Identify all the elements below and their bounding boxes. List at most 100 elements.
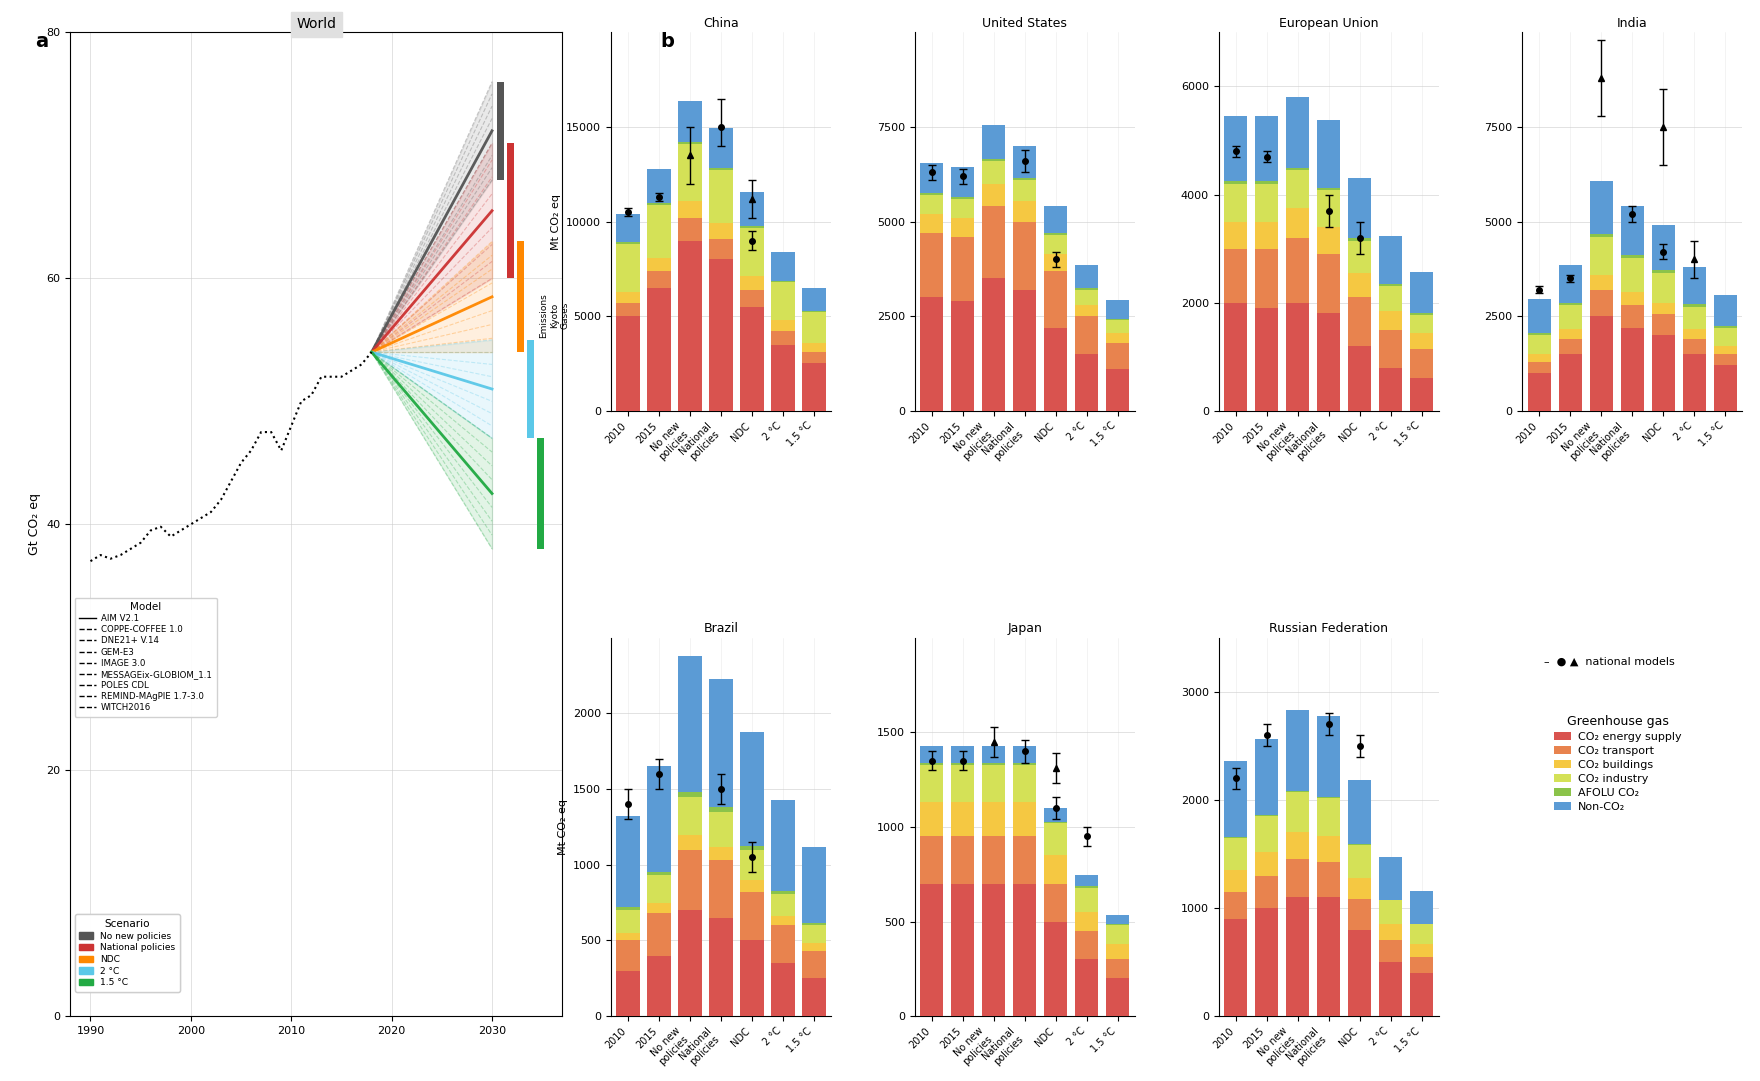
Bar xyxy=(982,746,1005,763)
Bar xyxy=(1589,233,1612,237)
Bar xyxy=(950,197,975,199)
Bar xyxy=(1223,116,1248,181)
Bar xyxy=(709,918,732,1016)
Bar xyxy=(1316,797,1339,798)
Bar xyxy=(1559,265,1582,303)
Bar xyxy=(1651,315,1676,335)
Bar xyxy=(1528,299,1551,333)
Bar xyxy=(616,816,639,907)
Bar xyxy=(1223,919,1248,1016)
Bar xyxy=(1651,335,1676,411)
Bar xyxy=(920,163,943,193)
Bar xyxy=(1410,973,1433,1016)
Bar xyxy=(741,940,764,1016)
Bar xyxy=(1014,746,1037,763)
Bar xyxy=(709,239,732,259)
Bar xyxy=(741,228,764,276)
Bar xyxy=(1348,178,1371,238)
Title: World: World xyxy=(296,17,336,31)
Bar xyxy=(1410,944,1433,957)
Bar xyxy=(1528,353,1551,361)
Bar xyxy=(1255,852,1278,876)
Bar xyxy=(1651,272,1676,303)
Bar xyxy=(982,884,1005,1016)
Text: b: b xyxy=(660,32,674,52)
Bar xyxy=(1044,824,1068,855)
Text: –  ● ▲  national models: – ● ▲ national models xyxy=(1544,656,1676,667)
Bar xyxy=(1380,330,1403,368)
Bar xyxy=(1107,299,1130,319)
Bar xyxy=(1714,353,1737,365)
Bar xyxy=(648,270,671,288)
Bar xyxy=(1044,206,1068,233)
Bar xyxy=(678,144,702,201)
Bar xyxy=(616,933,639,940)
Bar xyxy=(1348,899,1371,930)
Bar xyxy=(1714,328,1737,346)
Bar xyxy=(1014,179,1037,201)
Bar xyxy=(1014,290,1037,411)
Bar xyxy=(1223,870,1248,892)
Bar xyxy=(1559,330,1582,339)
Bar xyxy=(920,233,943,297)
Bar xyxy=(803,848,825,923)
Bar xyxy=(803,363,825,411)
Bar xyxy=(507,143,514,279)
Bar xyxy=(1410,315,1433,333)
Bar xyxy=(1255,908,1278,1016)
Bar xyxy=(648,903,671,913)
Bar xyxy=(1107,343,1130,369)
Bar xyxy=(1714,365,1737,411)
Bar xyxy=(771,282,796,320)
Bar xyxy=(616,910,639,933)
Bar xyxy=(1014,146,1037,178)
Bar xyxy=(1014,837,1037,884)
Bar xyxy=(648,913,671,956)
Bar xyxy=(1014,222,1037,290)
Bar xyxy=(1287,792,1309,832)
Text: a: a xyxy=(35,32,48,52)
Bar xyxy=(741,307,764,411)
Bar xyxy=(678,850,702,910)
Bar xyxy=(1621,257,1644,292)
Bar xyxy=(1287,208,1309,238)
Bar xyxy=(771,345,796,411)
Bar xyxy=(771,331,796,345)
Bar xyxy=(1255,181,1278,184)
Bar xyxy=(1348,241,1371,272)
Bar xyxy=(1075,289,1098,290)
Bar xyxy=(1559,305,1582,330)
Bar xyxy=(1107,320,1130,333)
Bar xyxy=(803,923,825,925)
Bar xyxy=(616,242,639,244)
Bar xyxy=(709,168,732,170)
Text: Emissions
Kyoto
Gases: Emissions Kyoto Gases xyxy=(539,293,568,337)
Bar xyxy=(1044,254,1068,271)
Bar xyxy=(1287,238,1309,303)
Bar xyxy=(648,169,671,203)
Bar xyxy=(950,884,975,1016)
Bar xyxy=(1316,862,1339,897)
Bar xyxy=(616,907,639,910)
Bar xyxy=(1255,816,1278,852)
Bar xyxy=(950,746,975,763)
Bar xyxy=(648,204,671,257)
Bar xyxy=(678,241,702,411)
Bar xyxy=(1223,838,1248,870)
Bar xyxy=(1528,333,1551,335)
Bar xyxy=(1683,267,1705,305)
Bar xyxy=(1316,716,1339,797)
Bar xyxy=(1683,305,1705,307)
Bar xyxy=(1348,272,1371,297)
Bar xyxy=(1410,272,1433,312)
Bar xyxy=(1223,181,1248,184)
Bar xyxy=(1651,225,1676,270)
Bar xyxy=(1044,809,1068,822)
Bar xyxy=(1255,815,1278,816)
Bar xyxy=(1380,962,1403,1016)
Bar xyxy=(771,800,796,891)
Bar xyxy=(741,845,764,850)
Bar xyxy=(920,297,943,411)
Bar xyxy=(1014,884,1037,1016)
Bar xyxy=(1380,236,1403,284)
